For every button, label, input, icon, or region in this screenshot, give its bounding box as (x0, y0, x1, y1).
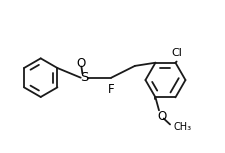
Text: O: O (158, 110, 167, 123)
Text: Cl: Cl (171, 48, 182, 58)
Text: F: F (108, 83, 115, 96)
Text: CH₃: CH₃ (173, 123, 191, 132)
Text: S: S (80, 71, 88, 84)
Text: O: O (76, 57, 85, 70)
